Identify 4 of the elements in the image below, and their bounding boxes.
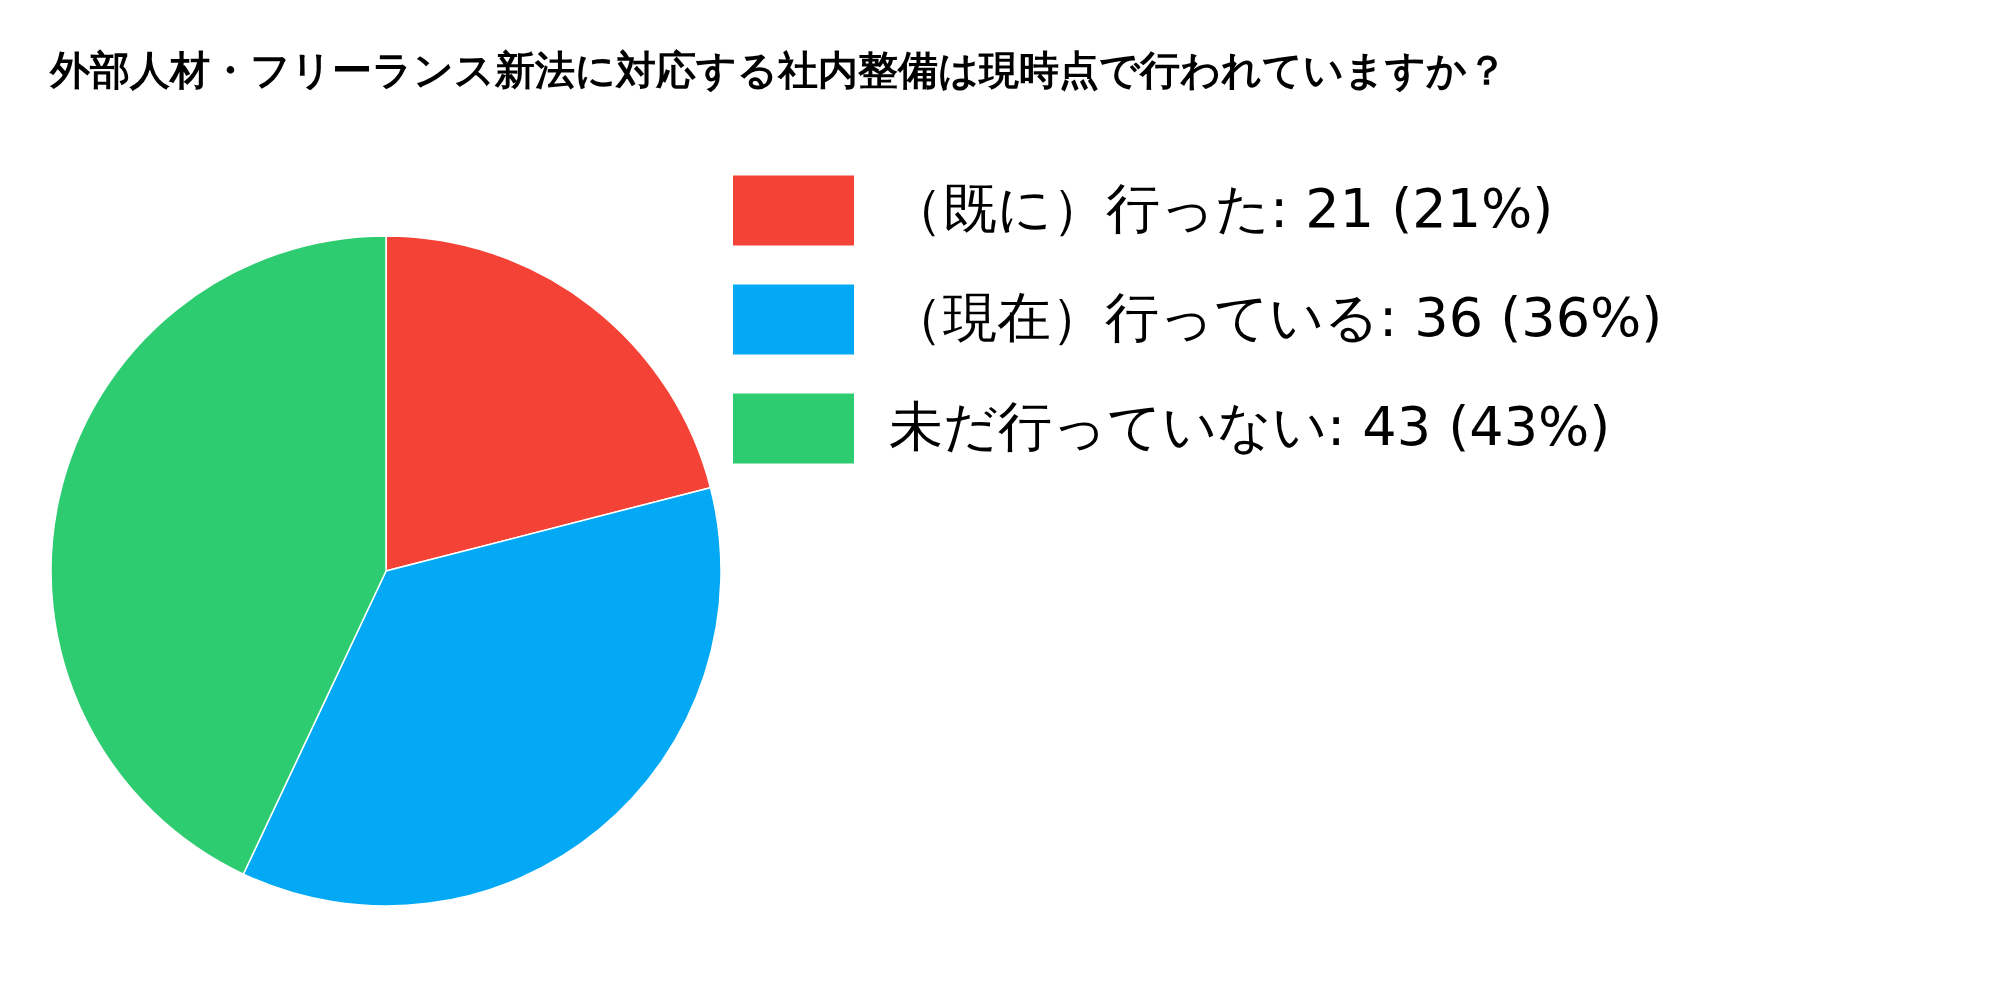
- legend-label: （既に）行った: 21 (21%): [889, 176, 1554, 240]
- legend-label: （現在）行っている: 36 (36%): [889, 285, 1663, 349]
- legend-label: 未だ行っていない: 43 (43%): [889, 394, 1611, 458]
- chart-title: 外部人材・フリーランス新法に対応する社内整備は現時点で行われていますか？: [49, 47, 1507, 93]
